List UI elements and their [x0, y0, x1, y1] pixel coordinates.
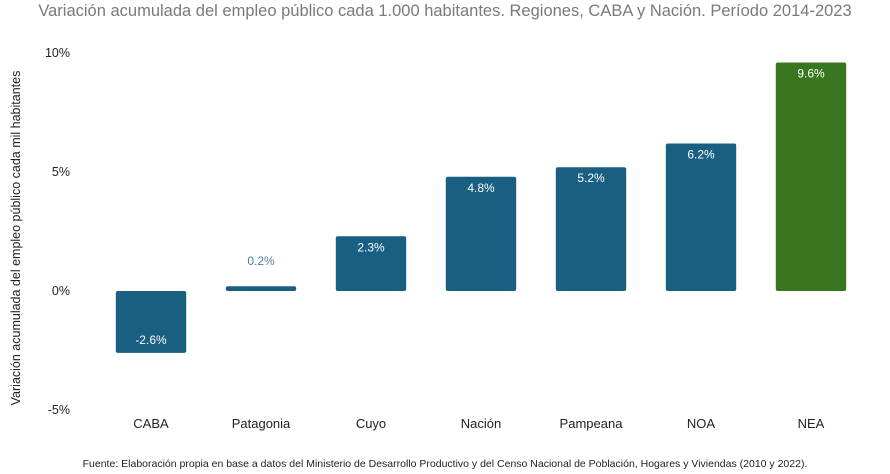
y-axis-ticks: -5% 0% 5% 10%: [45, 46, 70, 417]
x-tick-label: Patagonia: [232, 416, 291, 431]
value-label: 9.6%: [797, 67, 825, 81]
x-tick-label: Cuyo: [356, 416, 386, 431]
y-tick-label: 10%: [45, 46, 70, 60]
bar-nea: [775, 62, 847, 291]
x-tick-label: Nación: [461, 416, 501, 431]
x-tick-label: CABA: [133, 416, 169, 431]
x-tick-label: Pampeana: [560, 416, 624, 431]
x-tick-label: NOA: [687, 416, 716, 431]
bar-nacion: [445, 176, 517, 291]
bar-caba: [115, 291, 187, 353]
chart-title: Variación acumulada del empleo público c…: [38, 2, 852, 20]
bar-noa: [665, 143, 737, 291]
x-axis-ticks: CABA Patagonia Cuyo Nación Pampeana NOA NEA: [133, 416, 824, 431]
bar-patagonia: [225, 286, 297, 291]
y-tick-label: 5%: [52, 165, 70, 179]
value-label: 4.8%: [467, 181, 495, 195]
value-label: 6.2%: [687, 147, 715, 161]
x-tick-label: NEA: [798, 416, 825, 431]
y-tick-label: -5%: [48, 403, 70, 417]
bar-cuyo: [335, 236, 407, 291]
value-label: -2.6%: [135, 333, 167, 347]
value-label: 5.2%: [577, 171, 605, 185]
y-tick-label: 0%: [52, 284, 70, 298]
value-label: 0.2%: [247, 254, 275, 268]
value-label: 2.3%: [357, 240, 385, 254]
value-labels: -2.6% 0.2% 2.3% 4.8% 5.2% 6.2% 9.6%: [135, 67, 825, 347]
bars: [115, 62, 847, 353]
source-note: Fuente: Elaboración propia en base a dat…: [82, 458, 808, 470]
bar-pampeana: [555, 167, 627, 291]
